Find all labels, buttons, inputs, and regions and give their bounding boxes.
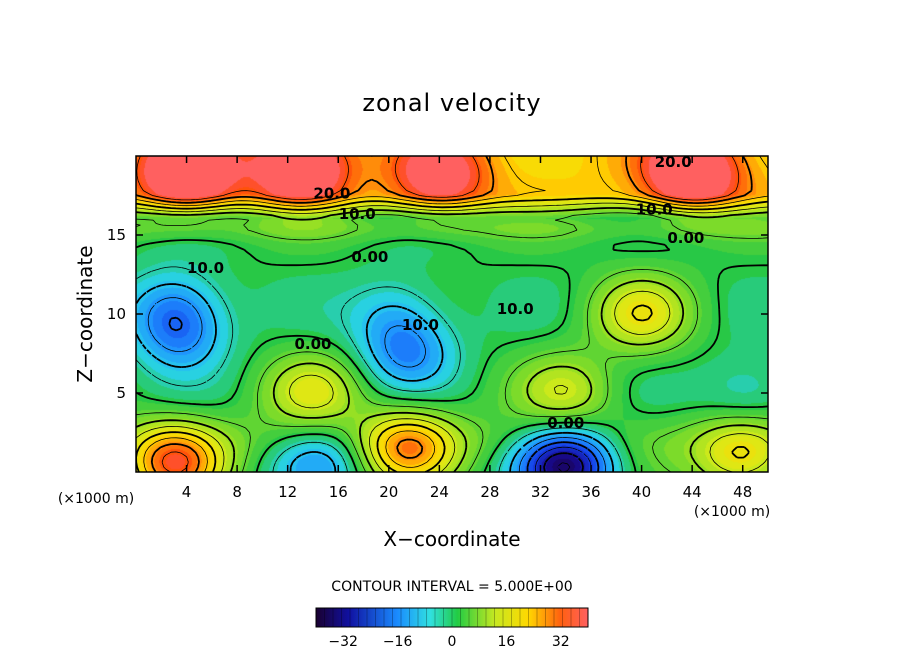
contour-label: 10.0 [339,205,376,223]
x-tick-label: 36 [581,483,600,501]
x-tick-label: 4 [182,483,192,501]
contour-line [136,156,740,472]
y-tick-label: 15 [107,226,126,244]
contour-label: 10.0 [187,259,224,277]
y-axis-unit: (×1000 m) [58,491,134,507]
contour-label: 0.00 [547,414,584,432]
x-tick-label: 48 [733,483,752,501]
colorbar: −32 −16 0 16 32 [315,607,589,650]
x-tick-label: 44 [683,483,702,501]
x-axis-unit: (×1000 m) [694,504,770,520]
x-tick-label: 24 [430,483,449,501]
contour-label: 0.00 [294,335,331,353]
colorbar-tick-label: 32 [552,634,570,650]
x-tick-label: 16 [329,483,348,501]
y-axis-label: Z−coordinate [73,245,97,382]
contour-label: 10.0 [402,316,439,334]
contour-line [136,207,768,472]
x-tick-label: 28 [480,483,499,501]
contour-interval-text: CONTOUR INTERVAL = 5.000E+00 [331,579,572,595]
contour-line [136,266,623,472]
contour-line [136,197,768,472]
contour-line [168,316,600,472]
y-tick-label: 10 [107,305,126,323]
x-tick-label: 20 [379,483,398,501]
contour-line [136,239,768,472]
contour-line [534,446,592,472]
colorbar-stripes [315,608,589,627]
x-tick-label: 40 [632,483,651,501]
x-tick-label: 8 [232,483,242,501]
contour-label: 0.00 [667,229,704,247]
x-tick-label: 12 [278,483,297,501]
contour-label: 20.0 [655,153,692,171]
x-axis-ticks: 4 8 12 16 20 24 28 32 36 40 44 48 [182,156,752,501]
contour-line [136,202,768,472]
x-tick-label: 32 [531,483,550,501]
colorbar-ticks: −32 −16 0 16 32 [328,634,569,650]
contour-line [136,156,753,472]
chart-title: zonal velocity [362,89,541,117]
contour-lines [136,156,768,472]
y-axis-ticks: 5 10 15 [107,226,768,402]
colorbar-tick-label: 0 [448,634,457,650]
y-tick-label: 5 [116,384,126,402]
colorbar-tick-label: 16 [497,634,515,650]
x-axis-label: X−coordinate [383,527,520,551]
contour-label: 10.0 [497,300,534,318]
plot-area: 20.0 20.0 10.0 10.0 10.0 0.00 0.00 0.00 0.00 10.0… [135,153,769,473]
colorbar-tick-label: −16 [383,634,413,650]
contour-line [136,212,768,472]
contour-line [147,297,606,472]
contour-line [136,156,768,472]
contour-label: 20.0 [313,185,350,203]
contour-label: 0.00 [351,248,388,266]
colorbar-tick-label: −32 [328,634,358,650]
colorbar-frame [315,607,589,628]
contour-label: 10.0 [636,200,673,218]
contour-line [136,283,614,472]
contour-labels: 20.0 20.0 10.0 10.0 10.0 0.00 0.00 0.00 0.00 10.0… [187,153,704,432]
